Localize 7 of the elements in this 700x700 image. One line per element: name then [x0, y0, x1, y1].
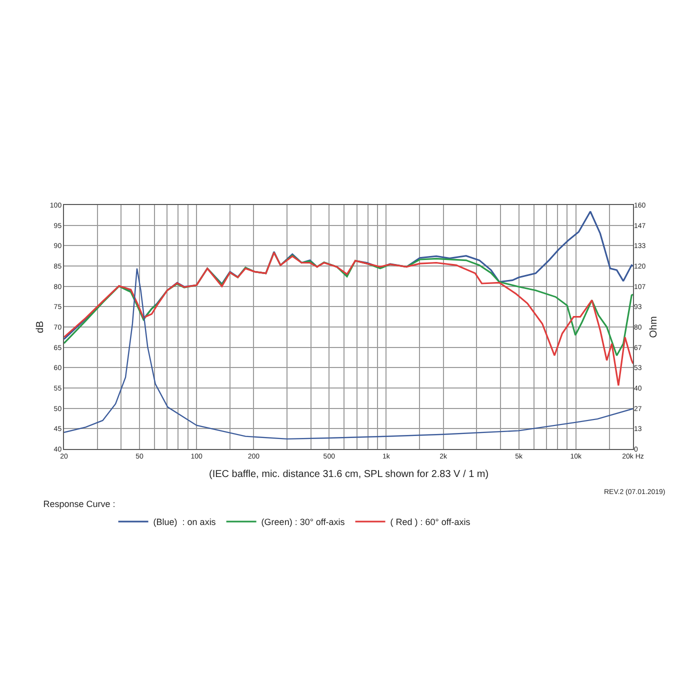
legend-label: (Green) : 30° off-axis — [261, 517, 346, 528]
legend-title: Response Curve : — [43, 499, 116, 510]
legend-label: ( Red ) : 60° off-axis — [390, 517, 471, 528]
y2-axis-title: Ohm — [648, 316, 660, 338]
legend-label: (Blue) : on axis — [153, 517, 216, 528]
text: (IEC baffle, mic. distance 31.6 cm, SPL shown for 2.83 V / 1 m) — [209, 469, 489, 480]
y-axis-title: dB — [34, 320, 46, 334]
